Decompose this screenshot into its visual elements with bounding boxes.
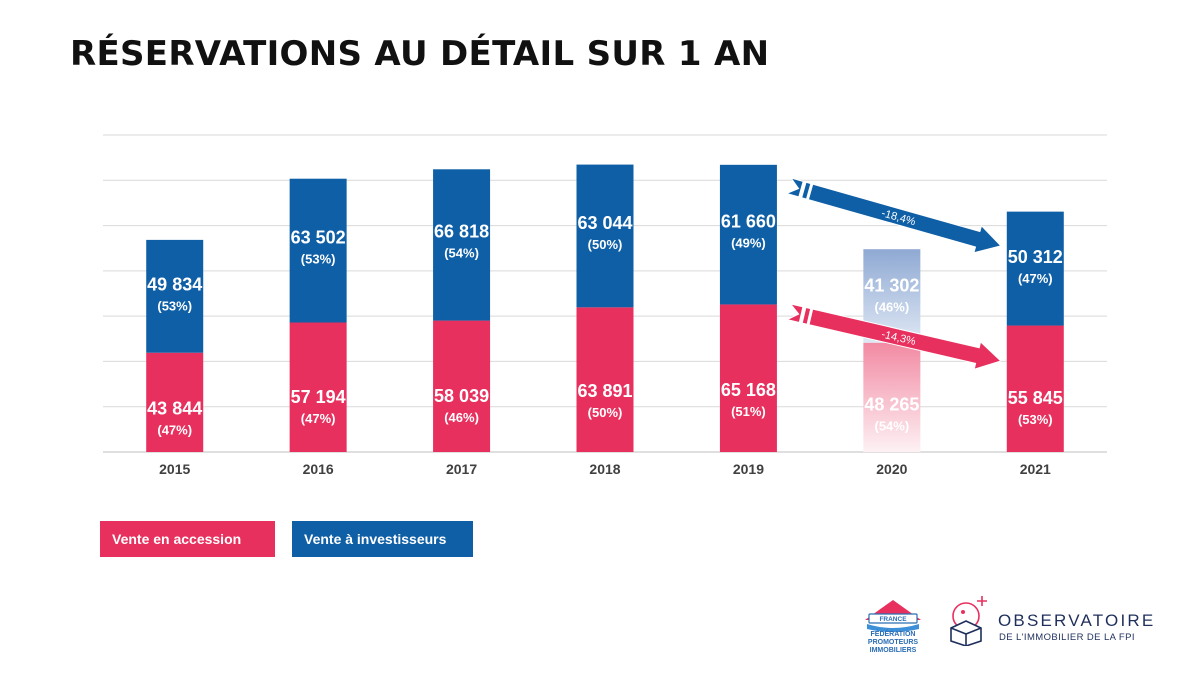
bar-accession-2016 [289, 322, 347, 452]
chart-bars [146, 164, 1064, 452]
bar-accession-2015 [146, 352, 204, 452]
arrow-notch [798, 306, 807, 324]
trend-arrow-investors: -18,4% [785, 177, 1002, 254]
legend-item-accession: Vente en accession [100, 521, 275, 557]
share-label-accession-2016: (47%) [301, 411, 336, 426]
fpi-logo-line: PROMOTEURS [867, 639, 919, 646]
data-label-investors-2019: 61 660 [721, 212, 776, 232]
trend-arrow-accession: -14,3% [785, 303, 1002, 370]
share-label-investors-2021: (47%) [1018, 271, 1053, 286]
bar-accession-2017 [433, 320, 491, 452]
fpi-logo: FRANCE [865, 600, 921, 632]
data-label-accession-2019: 65 168 [721, 380, 776, 400]
bar-accession-2020 [863, 342, 921, 452]
data-label-investors-2018: 63 044 [577, 213, 632, 233]
bar-accession-2019 [719, 304, 777, 452]
fpi-logo-line: FÉDÉRATION [870, 631, 916, 638]
data-label-accession-2020: 48 265 [864, 394, 919, 414]
arrow-shape [785, 303, 1002, 370]
bar-accession-2021 [1006, 325, 1064, 452]
share-label-investors-2019: (49%) [731, 236, 766, 251]
share-label-accession-2015: (47%) [157, 422, 192, 437]
data-label-accession-2015: 43 844 [147, 398, 202, 418]
bar-investors-2021 [1006, 211, 1064, 326]
bar-investors-2016 [289, 178, 347, 323]
arrow-notch [798, 181, 807, 198]
x-tick-label-2021: 2021 [1020, 461, 1051, 477]
data-label-accession-2017: 58 039 [434, 386, 489, 406]
x-tick-label-2018: 2018 [589, 461, 620, 477]
x-tick-label-2015: 2015 [159, 461, 190, 477]
data-label-accession-2018: 63 891 [577, 381, 632, 401]
observatoire-name: OBSERVATOIRE [998, 611, 1156, 630]
data-label-investors-2021: 50 312 [1008, 247, 1063, 267]
data-label-accession-2021: 55 845 [1008, 388, 1063, 408]
fpi-logo-text: FÉDÉRATION PROMOTEURS IMMOBILIERS [858, 631, 928, 655]
share-label-accession-2021: (53%) [1018, 412, 1053, 427]
share-label-investors-2017: (54%) [444, 245, 479, 260]
arrow-notch [805, 183, 814, 200]
chart-data-labels: 43 844 (47%) 49 834 (53%) 57 194 (47%) 63 502 (… [147, 212, 1063, 438]
share-label-investors-2018: (50%) [588, 237, 623, 252]
share-label-investors-2020: (46%) [875, 299, 910, 314]
bar-investors-2017 [433, 169, 491, 321]
data-label-investors-2017: 66 818 [434, 221, 489, 241]
stacked-bar-chart: 43 844 (47%) 49 834 (53%) 57 194 (47%) 63 502 (… [103, 134, 1107, 477]
data-label-investors-2015: 49 834 [147, 275, 202, 295]
share-label-investors-2015: (53%) [157, 299, 192, 314]
observatoire-logo-icon [950, 596, 987, 646]
page-title: RÉSERVATIONS AU DÉTAIL SUR 1 AN [70, 34, 770, 74]
share-label-accession-2020: (54%) [875, 418, 910, 433]
share-label-accession-2019: (51%) [731, 404, 766, 419]
fpi-logo-country: FRANCE [879, 616, 907, 623]
x-tick-label-2017: 2017 [446, 461, 477, 477]
chart-trend-arrows: -18,4% -14,3% [785, 177, 1002, 370]
legend-item-investors: Vente à investisseurs [292, 521, 473, 557]
observatoire-subtitle: DE L'IMMOBILIER DE LA FPI [999, 632, 1135, 643]
arrow-notch [806, 308, 814, 325]
fpi-logo-line: IMMOBILIERS [869, 647, 917, 654]
data-label-accession-2016: 57 194 [291, 387, 346, 407]
x-tick-label-2019: 2019 [733, 461, 764, 477]
data-label-investors-2016: 63 502 [291, 227, 346, 247]
bar-accession-2018 [576, 307, 634, 452]
bar-investors-2019 [719, 164, 777, 305]
x-tick-label-2020: 2020 [876, 461, 907, 477]
chart-x-axis-labels: 2015 2016 2017 2018 2019 2020 2021 [159, 461, 1051, 477]
arrow-shape [785, 177, 1002, 254]
share-label-accession-2018: (50%) [588, 405, 623, 420]
bar-investors-2018 [576, 164, 634, 308]
bar-investors-2015 [146, 239, 204, 353]
data-label-investors-2020: 41 302 [864, 275, 919, 295]
share-label-accession-2017: (46%) [444, 410, 479, 425]
x-tick-label-2016: 2016 [303, 461, 334, 477]
share-label-investors-2016: (53%) [301, 251, 336, 266]
